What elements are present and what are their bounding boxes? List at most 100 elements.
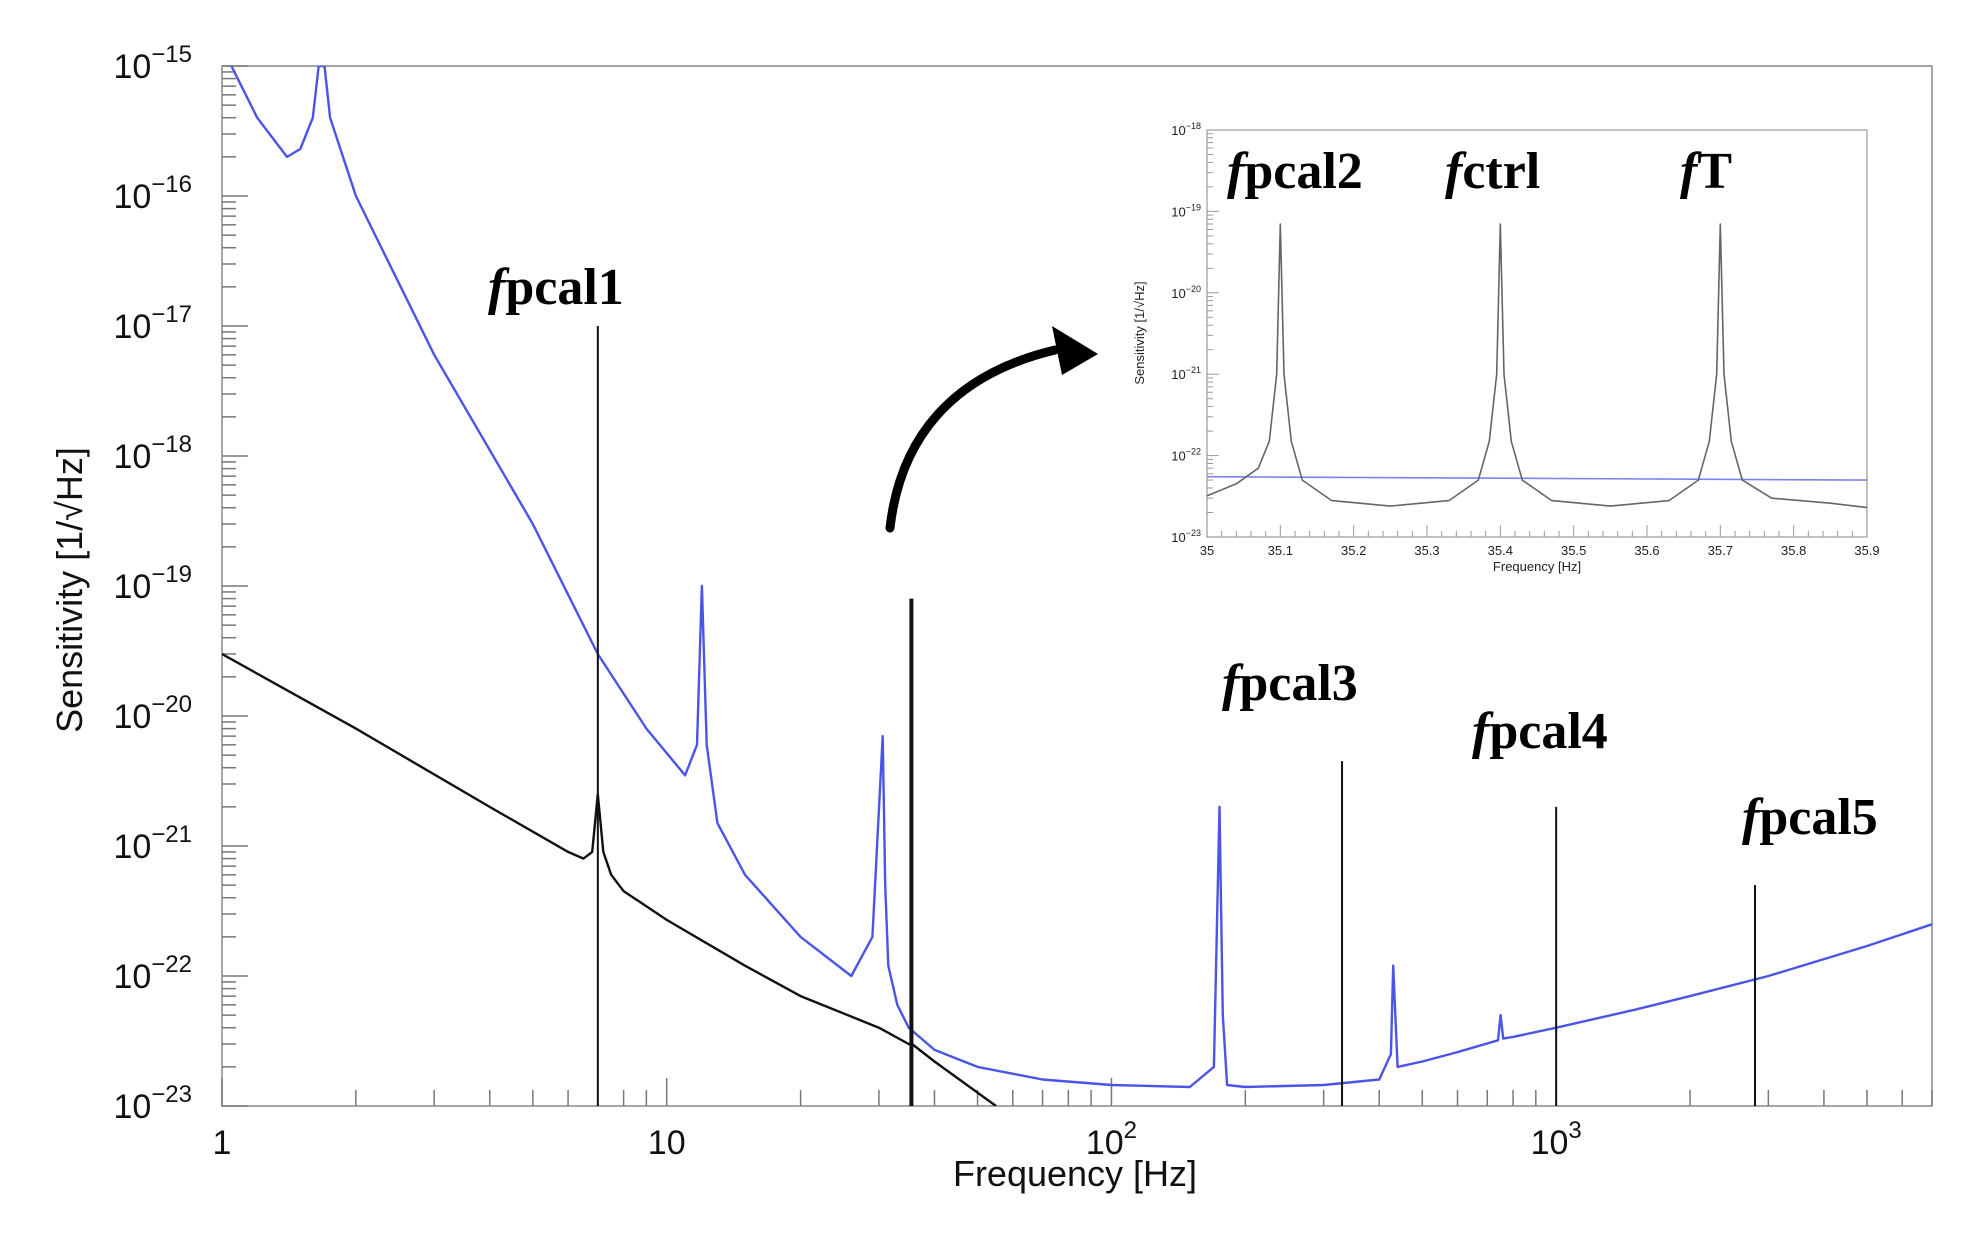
inset-annotation-T: fT	[1680, 143, 1732, 200]
annotation-label: pcal5	[1759, 789, 1877, 846]
main-y-tick-label: 10−22	[113, 951, 192, 996]
inset-y-tick-label-base: 10	[1171, 449, 1185, 464]
inset-series-gray-line	[1206, 223, 1868, 509]
inset-y-tick-label: 10−18	[1171, 121, 1201, 138]
main-y-tick-label-base: 10	[113, 438, 151, 476]
inset-x-ticks	[1206, 525, 1868, 537]
main-y-tick-label-exp: −15	[151, 41, 192, 68]
annotation-prefix: f	[1680, 143, 1702, 200]
main-x-tick-label: 103	[1531, 1117, 1582, 1162]
main-y-tick-label: 10−19	[113, 561, 192, 606]
main-y-tick-label-base: 10	[113, 568, 151, 606]
annotation-label: ctrl	[1462, 143, 1540, 200]
zoom-arrow	[885, 326, 1098, 533]
annotation-label: pcal2	[1244, 143, 1362, 200]
main-y-tick-label-base: 10	[113, 1088, 151, 1126]
main-y-ticks	[222, 65, 248, 1107]
main-annotation-pcal1: fpcal1	[488, 259, 624, 316]
inset-annotations: fpcal2 fctrl fT	[1227, 143, 1732, 200]
inset-x-axis-title: Frequency [Hz]	[1493, 559, 1581, 574]
main-y-tick-label-base: 10	[113, 48, 151, 86]
inset-x-tick-label: 35.9	[1854, 543, 1879, 558]
annotation-label: pcal4	[1489, 703, 1607, 760]
main-y-tick-label-base: 10	[113, 178, 151, 216]
main-y-tick-label: 10−15	[113, 41, 192, 86]
inset-y-tick-label-exp: −18	[1186, 121, 1201, 131]
inset-y-tick-label-base: 10	[1171, 367, 1185, 382]
inset-y-tick-label: 10−20	[1171, 284, 1201, 301]
zoom-arrow-head-icon	[1052, 326, 1098, 375]
annotation-prefix: f	[1222, 655, 1244, 712]
main-annotation-pcal3: fpcal3	[1222, 655, 1358, 712]
main-y-tick-label-exp: −23	[151, 1081, 192, 1108]
main-x-tick-label-base: 10	[1531, 1124, 1569, 1162]
main-y-axis-title: Sensitivity [1/√Hz]	[49, 447, 90, 733]
inset-y-tick-label: 10−21	[1171, 365, 1201, 382]
annotation-label: pcal1	[505, 259, 623, 316]
inset-x-tick-label: 35.1	[1268, 543, 1293, 558]
main-series-black-line	[222, 652, 997, 1106]
inset-plot-background	[1145, 124, 1872, 589]
main-x-tick-label-base: 1	[213, 1124, 232, 1162]
annotation-prefix: f	[488, 259, 510, 316]
main-y-tick-label: 10−23	[113, 1081, 192, 1126]
inset-y-tick-label-exp: −21	[1186, 365, 1201, 375]
annotation-prefix: f	[1227, 143, 1249, 200]
main-y-tick-label-exp: −17	[151, 301, 192, 328]
inset-y-tick-label-exp: −20	[1186, 284, 1201, 294]
inset-plot-frame	[1206, 129, 1868, 538]
inset-annotation-ctrl: fctrl	[1445, 143, 1540, 200]
main-annotation-pcal4: fpcal4	[1472, 703, 1608, 760]
main-y-tick-labels: 10−1510−1610−1710−1810−1910−2010−2110−22…	[113, 41, 192, 1126]
annotation-label: T	[1697, 143, 1732, 200]
main-x-tick-label: 10	[648, 1124, 686, 1162]
main-y-tick-label: 10−21	[113, 821, 192, 866]
inset-y-tick-label-exp: −19	[1186, 202, 1201, 212]
main-plot: 10−1510−1610−1710−1810−1910−2010−2110−22…	[49, 41, 1933, 1194]
inset-x-tick-label: 35.3	[1414, 543, 1439, 558]
main-x-tick-label-base: 10	[1086, 1124, 1124, 1162]
inset-y-tick-label-exp: −23	[1186, 528, 1201, 538]
inset-x-tick-label: 35.4	[1488, 543, 1513, 558]
main-y-tick-label-base: 10	[113, 958, 151, 996]
inset-x-tick-label: 35.7	[1708, 543, 1733, 558]
inset-y-tick-label: 10−22	[1171, 447, 1201, 464]
main-x-tick-label-base: 10	[648, 1124, 686, 1162]
main-y-tick-label-exp: −18	[151, 431, 192, 458]
main-x-tick-label-exp: 3	[1568, 1117, 1581, 1144]
main-annotation-pcal5: fpcal5	[1742, 789, 1878, 846]
inset-x-tick-label: 35.2	[1341, 543, 1366, 558]
main-y-tick-label-exp: −19	[151, 561, 192, 588]
inset-y-tick-label: 10−19	[1171, 202, 1201, 219]
main-x-axis-title: Frequency [Hz]	[953, 1153, 1197, 1194]
main-y-tick-label: 10−17	[113, 301, 192, 346]
main-y-tick-label: 10−16	[113, 171, 192, 216]
main-y-tick-label-base: 10	[113, 828, 151, 866]
main-calibration-lines	[596, 326, 1757, 1106]
inset-series	[1206, 223, 1868, 509]
main-y-tick-label-exp: −21	[151, 821, 192, 848]
main-y-tick-label-base: 10	[113, 308, 151, 346]
main-series	[222, 66, 1932, 1106]
inset-y-tick-label: 10−23	[1171, 528, 1201, 545]
inset-x-tick-label: 35.5	[1561, 543, 1586, 558]
main-x-tick-label-exp: 2	[1124, 1117, 1137, 1144]
inset-y-tick-label-base: 10	[1171, 123, 1185, 138]
main-y-tick-label-exp: −22	[151, 951, 192, 978]
inset-y-tick-label-base: 10	[1171, 286, 1185, 301]
inset-y-tick-label-base: 10	[1171, 530, 1185, 545]
main-y-tick-label-base: 10	[113, 698, 151, 736]
inset-x-tick-label: 35.8	[1781, 543, 1806, 558]
inset-series-blue-line	[1206, 475, 1868, 481]
main-y-tick-label-exp: −20	[151, 691, 192, 718]
main-y-tick-label-exp: −16	[151, 171, 192, 198]
main-series-blue-line	[230, 66, 1932, 1089]
annotation-label: pcal3	[1239, 655, 1357, 712]
main-x-tick-label: 1	[213, 1124, 232, 1162]
inset-y-tick-label-exp: −22	[1186, 447, 1201, 457]
main-y-tick-label: 10−20	[113, 691, 192, 736]
inset-x-tick-label: 35	[1200, 543, 1214, 558]
